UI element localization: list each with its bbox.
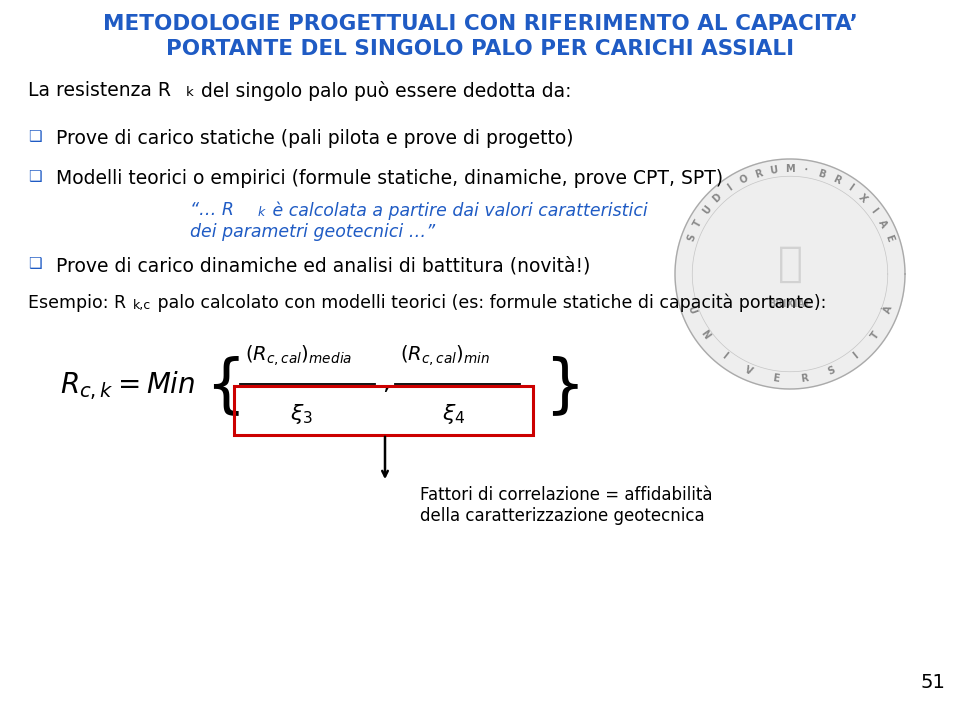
Text: S: S — [827, 365, 837, 377]
Text: B: B — [817, 168, 827, 180]
Text: ⛪: ⛪ — [778, 243, 803, 285]
Text: D: D — [711, 191, 724, 205]
Text: N: N — [698, 329, 711, 341]
Text: R: R — [830, 174, 842, 186]
Text: I: I — [868, 206, 878, 215]
Text: k: k — [258, 206, 265, 219]
Polygon shape — [675, 159, 905, 389]
Text: $\xi_4$: $\xi_4$ — [442, 402, 466, 426]
Text: ❑: ❑ — [28, 169, 41, 184]
Text: R: R — [754, 168, 763, 180]
Text: PORTANTE DEL SINGOLO PALO PER CARICHI ASSIALI: PORTANTE DEL SINGOLO PALO PER CARICHI AS… — [166, 39, 794, 59]
Text: Prove di carico statiche (pali pilota e prove di progetto): Prove di carico statiche (pali pilota e … — [56, 129, 573, 148]
Text: $\left\{\ \right.$: $\left\{\ \right.$ — [205, 354, 240, 418]
Text: Modelli teorici o empirici (formule statiche, dinamiche, prove CPT, SPT): Modelli teorici o empirici (formule stat… — [56, 169, 723, 188]
Text: I: I — [846, 183, 854, 193]
Text: $\left(R_{c,cal}\right)_{min}$: $\left(R_{c,cal}\right)_{min}$ — [400, 344, 491, 368]
Text: I: I — [852, 351, 860, 360]
Text: palo calcolato con modelli teorici (es: formule statiche di capacità portante):: palo calcolato con modelli teorici (es: … — [152, 294, 827, 313]
Text: k,c: k,c — [133, 299, 152, 312]
Text: X: X — [856, 192, 869, 204]
Text: $\xi_3$: $\xi_3$ — [290, 402, 313, 426]
Text: Fattori di correlazione = affidabilità
della caratterizzazione geotecnica: Fattori di correlazione = affidabilità d… — [420, 486, 712, 524]
Text: M: M — [785, 164, 795, 174]
Text: I: I — [720, 351, 729, 360]
Text: $\left(R_{c,cal}\right)_{media}$: $\left(R_{c,cal}\right)_{media}$ — [245, 344, 352, 368]
Text: La resistenza R: La resistenza R — [28, 81, 171, 100]
Text: “… R: “… R — [190, 201, 234, 219]
Text: 51: 51 — [920, 673, 945, 692]
Text: Prove di carico dinamiche ed analisi di battitura (novità!): Prove di carico dinamiche ed analisi di … — [56, 256, 590, 275]
Text: T: T — [692, 218, 704, 229]
Text: À: À — [882, 305, 895, 315]
Text: U: U — [769, 165, 779, 176]
Text: del singolo palo può essere dedotta da:: del singolo palo può essere dedotta da: — [195, 81, 571, 101]
Text: ·: · — [804, 165, 808, 175]
Text: $\left.\ \right\}$: $\left.\ \right\}$ — [524, 354, 580, 418]
Text: O: O — [737, 173, 750, 186]
Text: U: U — [701, 204, 713, 216]
Text: U: U — [685, 305, 697, 315]
Text: T: T — [870, 329, 881, 341]
Text: E: E — [883, 233, 895, 243]
Text: V: V — [743, 365, 754, 377]
Text: ,: , — [382, 370, 390, 394]
Text: R: R — [800, 372, 808, 384]
Text: $R_{c,k} = Min$: $R_{c,k} = Min$ — [60, 370, 196, 403]
Text: S: S — [685, 233, 697, 243]
Text: BRIXIAE: BRIXIAE — [768, 299, 812, 309]
Text: Esempio: R: Esempio: R — [28, 294, 126, 312]
Text: METODOLOGIE PROGETTUALI CON RIFERIMENTO AL CAPACITA’: METODOLOGIE PROGETTUALI CON RIFERIMENTO … — [103, 14, 857, 34]
Text: E: E — [772, 372, 780, 384]
Text: A: A — [876, 218, 888, 230]
Text: ❑: ❑ — [28, 256, 41, 271]
Text: k: k — [186, 86, 194, 99]
Text: dei parametri geotecnici …”: dei parametri geotecnici …” — [190, 223, 435, 241]
Text: ❑: ❑ — [28, 129, 41, 144]
Text: I: I — [726, 183, 734, 193]
Text: è calcolata a partire dai valori caratteristici: è calcolata a partire dai valori caratte… — [267, 201, 648, 220]
